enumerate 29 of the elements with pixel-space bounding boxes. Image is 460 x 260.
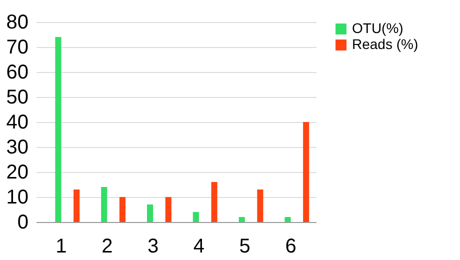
- x-tick-label: 1: [56, 236, 67, 258]
- x-tick-label: 4: [193, 236, 205, 258]
- y-tick-label: 0: [17, 212, 28, 234]
- bar: [303, 122, 310, 222]
- x-tick-label: 3: [147, 236, 159, 258]
- x-tick-label: 6: [285, 236, 296, 258]
- bar: [55, 37, 62, 222]
- legend-label: OTU(%): [352, 20, 404, 36]
- y-tick-label: 60: [6, 62, 28, 84]
- y-tick-label: 10: [6, 186, 28, 208]
- y-tick-label: 70: [6, 36, 28, 58]
- legend-label: Reads (%): [352, 36, 418, 52]
- bar: [101, 187, 108, 222]
- bar: [284, 217, 291, 222]
- bar: [192, 212, 199, 222]
- bar: [119, 197, 126, 222]
- x-tick-label: 5: [239, 236, 250, 258]
- bar: [238, 217, 245, 222]
- bar: [165, 197, 172, 222]
- y-tick-label: 50: [6, 86, 28, 108]
- bar: [74, 190, 80, 222]
- y-tick-label: 80: [6, 12, 28, 34]
- bar: [146, 204, 154, 222]
- y-tick-label: 30: [6, 136, 28, 158]
- x-tick-label: 2: [102, 236, 113, 258]
- y-tick-label: 40: [6, 112, 28, 134]
- bar: [211, 182, 218, 222]
- bar: [257, 190, 264, 222]
- y-tick-label: 20: [6, 162, 28, 184]
